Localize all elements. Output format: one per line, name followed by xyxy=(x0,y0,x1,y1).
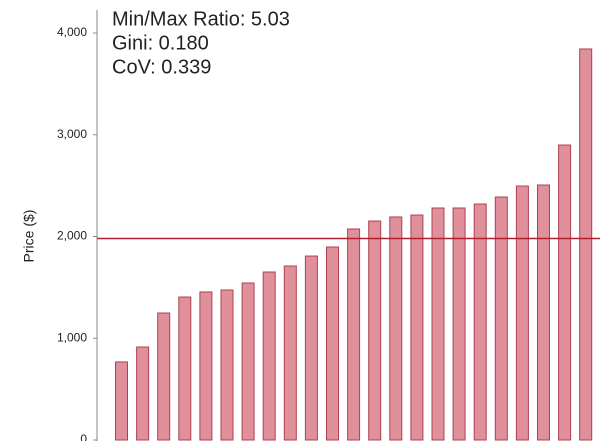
bar xyxy=(389,216,403,441)
bar xyxy=(494,196,508,441)
bar xyxy=(579,48,593,441)
bar xyxy=(136,346,150,441)
bar xyxy=(515,185,529,441)
bar xyxy=(241,282,255,441)
bar xyxy=(304,255,318,441)
bar xyxy=(178,296,192,441)
bar xyxy=(410,214,424,441)
annotation: Gini: 0.180 xyxy=(112,32,209,54)
y-tick-label: 4,000 xyxy=(57,25,87,39)
bar xyxy=(262,271,276,441)
bar xyxy=(473,203,487,441)
y-tick-label: 3,000 xyxy=(57,127,87,141)
bar xyxy=(115,361,128,441)
y-tick-label: 0 xyxy=(80,432,87,441)
annotation: CoV: 0.339 xyxy=(112,56,211,78)
bar xyxy=(326,246,339,441)
bar xyxy=(220,289,234,441)
bar xyxy=(283,265,297,441)
bar xyxy=(431,207,445,441)
bar xyxy=(558,144,572,441)
bar xyxy=(537,184,550,441)
bar xyxy=(368,220,382,441)
y-axis-label: Price ($) xyxy=(21,210,37,263)
bar xyxy=(452,207,466,441)
annotation: Min/Max Ratio: 5.03 xyxy=(112,8,290,30)
bar xyxy=(157,312,171,441)
y-tick-label: 2,000 xyxy=(57,229,87,243)
y-tick-label: 1,000 xyxy=(57,330,87,344)
bar xyxy=(199,291,213,441)
bar xyxy=(347,228,361,441)
